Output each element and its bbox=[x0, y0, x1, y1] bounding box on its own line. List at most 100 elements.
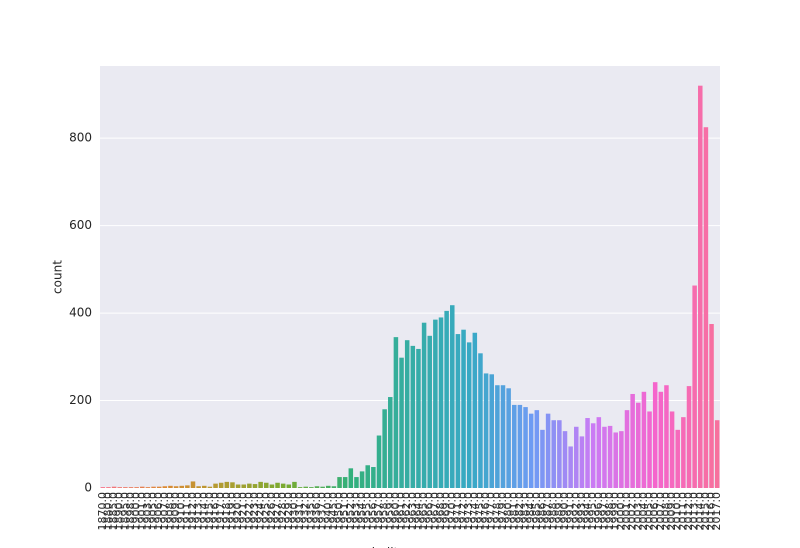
x-tick-label: 1906.0 bbox=[152, 492, 165, 531]
x-tick-label: 2001.0 bbox=[620, 492, 633, 531]
bar bbox=[647, 411, 652, 488]
x-tick-label: 1964.0 bbox=[411, 492, 424, 531]
bar bbox=[348, 468, 354, 488]
x-tick-label: 2013.0 bbox=[688, 492, 701, 531]
bar bbox=[404, 340, 410, 488]
bar bbox=[235, 484, 241, 488]
x-tick-label: 1969.0 bbox=[440, 492, 453, 531]
x-tick-label: 1923.0 bbox=[248, 492, 261, 531]
x-tick-label: 1962.0 bbox=[400, 492, 413, 531]
x-tick-label: 1926.0 bbox=[265, 492, 278, 531]
bar bbox=[545, 413, 551, 488]
bar bbox=[517, 404, 523, 488]
bar bbox=[309, 487, 314, 488]
bar bbox=[472, 332, 478, 488]
bar bbox=[207, 486, 213, 488]
x-tick-label: 1961.0 bbox=[395, 492, 408, 531]
bar bbox=[297, 487, 303, 488]
bar bbox=[636, 402, 641, 488]
x-tick-label: 1913.0 bbox=[192, 492, 205, 531]
bar bbox=[416, 348, 421, 488]
bar bbox=[438, 317, 444, 488]
x-tick-label: 1996.0 bbox=[592, 492, 605, 531]
bar bbox=[512, 404, 517, 488]
x-tick-label: 1988.0 bbox=[547, 492, 560, 531]
bar bbox=[630, 393, 635, 488]
x-tick-label: 1974.0 bbox=[468, 492, 481, 531]
x-tick-label: 1911.0 bbox=[180, 492, 193, 531]
x-tick-label: 1967.0 bbox=[428, 492, 441, 531]
bar bbox=[500, 385, 506, 488]
x-tick-label: 1920.0 bbox=[231, 492, 244, 531]
x-tick-label: 1970.0 bbox=[445, 492, 458, 531]
x-tick-label: 1905.0 bbox=[147, 492, 160, 531]
x-tick-label: 1978.0 bbox=[490, 492, 503, 531]
bar bbox=[388, 397, 393, 488]
x-tick-label: 1917.0 bbox=[214, 492, 227, 531]
x-tick-label: 1965.0 bbox=[417, 492, 430, 531]
bar bbox=[123, 487, 128, 488]
bar bbox=[551, 420, 556, 488]
x-tick-label: 1909.0 bbox=[169, 492, 182, 531]
x-tick-label: 1963.0 bbox=[406, 492, 419, 531]
bar bbox=[585, 418, 590, 488]
x-tick-label: 1940.0 bbox=[321, 492, 334, 531]
x-tick-label: 2012.0 bbox=[682, 492, 695, 531]
x-tick-label: 2016.0 bbox=[705, 492, 718, 531]
y-tick-label: 600 bbox=[69, 218, 92, 232]
x-tick-label: 2008.0 bbox=[659, 492, 672, 531]
x-tick-label: 1993.0 bbox=[575, 492, 588, 531]
bar bbox=[658, 391, 664, 488]
bar bbox=[624, 410, 630, 488]
bar bbox=[495, 385, 500, 488]
plot-area bbox=[100, 66, 720, 488]
bar bbox=[314, 486, 320, 488]
x-tick-label: 1968.0 bbox=[434, 492, 447, 531]
bar bbox=[714, 420, 720, 488]
bar bbox=[686, 386, 692, 488]
bar bbox=[359, 471, 365, 488]
x-tick-label: 1922.0 bbox=[242, 492, 255, 531]
x-tick-label: 1908.0 bbox=[163, 492, 176, 531]
bar bbox=[218, 482, 224, 488]
bar bbox=[461, 329, 466, 488]
x-tick-label: 1915.0 bbox=[203, 492, 216, 531]
bar bbox=[286, 484, 292, 488]
x-tick-label: 1997.0 bbox=[597, 492, 610, 531]
x-tick-label: 1979.0 bbox=[496, 492, 509, 531]
x-tick-label: 1950.0 bbox=[333, 492, 346, 531]
x-tick-label: 2000.0 bbox=[614, 492, 627, 531]
x-tick-label: 1994.0 bbox=[581, 492, 594, 531]
x-tick-label: 1919.0 bbox=[225, 492, 238, 531]
x-tick-label: 1930.0 bbox=[287, 492, 300, 531]
x-tick-label: 1960.0 bbox=[389, 492, 402, 531]
bar bbox=[619, 431, 624, 488]
bar bbox=[264, 482, 269, 488]
bar bbox=[213, 483, 218, 488]
bar bbox=[450, 305, 455, 488]
bar bbox=[371, 467, 376, 488]
bar bbox=[202, 485, 207, 488]
bar bbox=[596, 417, 602, 488]
x-tick-label: 1984.0 bbox=[524, 492, 537, 531]
x-tick-label: 1928.0 bbox=[276, 492, 289, 531]
bar bbox=[681, 417, 686, 488]
bar bbox=[562, 431, 568, 488]
x-tick-label: 1966.0 bbox=[423, 492, 436, 531]
x-tick-label: 2002.0 bbox=[626, 492, 639, 531]
x-tick-label: 1914.0 bbox=[197, 492, 210, 531]
x-tick-label: 1985.0 bbox=[530, 492, 543, 531]
bar bbox=[652, 382, 658, 488]
bar bbox=[196, 486, 201, 488]
x-tick-label: 2004.0 bbox=[637, 492, 650, 531]
bar bbox=[607, 425, 613, 488]
x-tick-label: 1953.0 bbox=[349, 492, 362, 531]
bar bbox=[709, 324, 714, 488]
bar bbox=[162, 486, 168, 488]
x-tick-label: 1995.0 bbox=[586, 492, 599, 531]
bar bbox=[128, 487, 134, 488]
x-tick-label: 1910.0 bbox=[175, 492, 188, 531]
bar bbox=[523, 407, 528, 488]
x-tick-label: 1983.0 bbox=[519, 492, 532, 531]
